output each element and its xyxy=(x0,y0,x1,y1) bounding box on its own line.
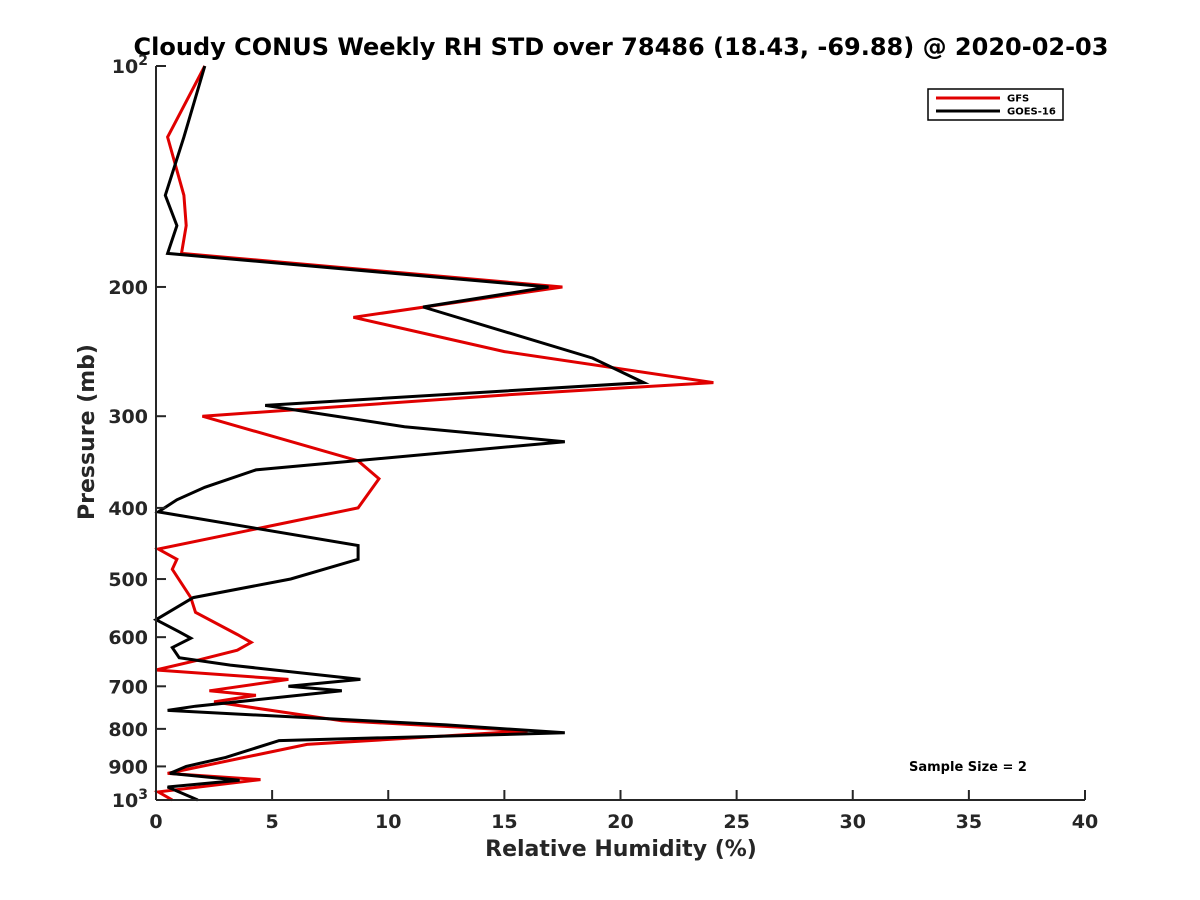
series-layer xyxy=(152,65,714,802)
legend-label-goes-16: GOES-16 xyxy=(1007,107,1056,118)
x-tick-label: 0 xyxy=(149,811,162,833)
y-tick-label: 600 xyxy=(108,627,148,649)
y-tick-label: 300 xyxy=(108,406,148,428)
y-tick-label: 103 xyxy=(112,787,148,812)
chart-title: Cloudy CONUS Weekly RH STD over 78486 (1… xyxy=(134,33,1109,61)
legend-label-gfs: GFS xyxy=(1007,94,1029,105)
y-tick-label: 900 xyxy=(108,756,148,778)
x-tick-label: 40 xyxy=(1072,811,1098,833)
y-axis-label: Pressure (mb) xyxy=(75,344,100,520)
axes: 0 5 10 15 20 25 30 35 40 102 200 300 400 500 600 700 800… xyxy=(108,53,1098,833)
x-tick-label: 35 xyxy=(956,811,982,833)
y-tick-label: 400 xyxy=(108,498,148,520)
x-tick-label: 20 xyxy=(607,811,633,833)
y-tick-label: 700 xyxy=(108,676,148,698)
x-tick-label: 25 xyxy=(723,811,749,833)
legend-box xyxy=(927,88,1064,121)
y-tick-label: 500 xyxy=(108,569,148,591)
y-tick-label: 200 xyxy=(108,277,148,299)
x-tick-label: 15 xyxy=(491,811,517,833)
sample-size-annotation: Sample Size = 2 xyxy=(909,760,1027,775)
y-tick-label: 800 xyxy=(108,719,148,741)
y-tick-label: 102 xyxy=(112,53,148,78)
series-line-goes-16 xyxy=(152,65,650,802)
x-tick-label: 5 xyxy=(266,811,279,833)
x-tick-label: 10 xyxy=(375,811,401,833)
legend: GFS GOES-16 xyxy=(927,88,1064,121)
series-line-gfs xyxy=(153,65,714,802)
x-axis-label: Relative Humidity (%) xyxy=(485,837,757,862)
x-tick-label: 30 xyxy=(840,811,866,833)
